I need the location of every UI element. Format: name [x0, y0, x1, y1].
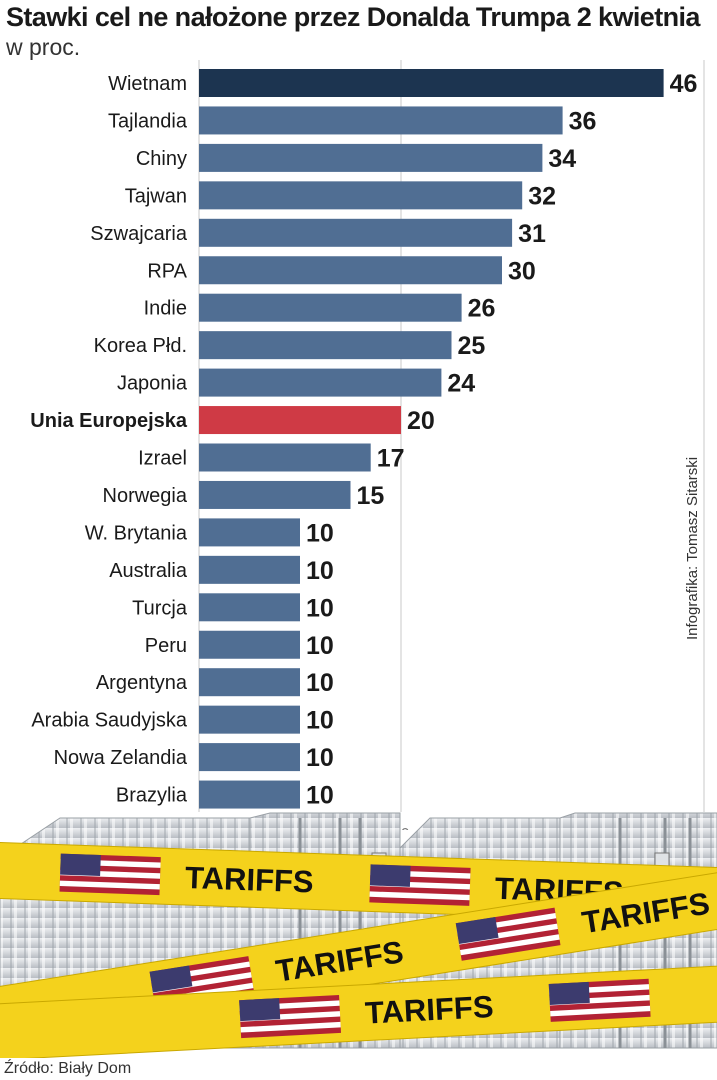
category-label: Brazylia	[116, 785, 188, 807]
value-label: 10	[306, 744, 334, 772]
bar	[199, 518, 300, 547]
bar-chart: 02050Wietnam46Tajlandia36Chiny34Tajwan32…	[30, 60, 705, 830]
bar	[199, 331, 452, 360]
bar	[199, 630, 300, 659]
category-label: Chiny	[136, 148, 187, 170]
chart-subtitle: w proc.	[6, 34, 81, 60]
x-tick-label: 20	[393, 825, 410, 830]
category-label: Nowa Zelandia	[54, 747, 188, 769]
category-label: Turcja	[132, 597, 188, 619]
category-label: Argentyna	[96, 672, 188, 694]
category-label: Szwajcaria	[90, 223, 188, 245]
tariffs-tape-text: TARIFFS	[184, 860, 314, 899]
value-label: 46	[670, 70, 698, 98]
bar	[199, 668, 300, 697]
category-label: Japonia	[117, 373, 188, 395]
chart-title: Stawki cel ne nałożone przez Donalda Tru…	[6, 2, 700, 32]
category-label: Australia	[109, 560, 188, 582]
value-label: 31	[518, 220, 546, 248]
bar	[199, 705, 300, 734]
bar	[199, 368, 442, 397]
category-label: Izrael	[138, 448, 187, 470]
value-label: 24	[447, 370, 475, 398]
category-label: Tajlandia	[108, 110, 188, 132]
value-label: 10	[306, 669, 334, 697]
bar	[199, 443, 371, 472]
category-label: Arabia Saudyjska	[31, 710, 188, 732]
bar	[199, 293, 462, 322]
bar	[199, 143, 543, 172]
value-label: 26	[468, 295, 496, 323]
value-label: 32	[528, 182, 556, 210]
us-flag-icon	[455, 907, 561, 961]
value-label: 30	[508, 257, 536, 285]
value-label: 34	[548, 145, 576, 173]
bar	[199, 743, 300, 772]
bar	[199, 406, 401, 435]
bar	[199, 106, 563, 135]
infographic-credit: Infografika: Tomasz Sitarski	[684, 456, 701, 640]
us-flag-icon	[369, 864, 471, 906]
category-label: Peru	[145, 635, 187, 657]
value-label: 15	[357, 482, 385, 510]
value-label: 36	[569, 107, 597, 135]
category-label: RPA	[147, 260, 187, 282]
value-label: 10	[306, 594, 334, 622]
us-flag-icon	[239, 994, 342, 1039]
bar	[199, 256, 502, 285]
value-label: 10	[306, 632, 334, 660]
bar	[199, 480, 351, 509]
value-label: 25	[458, 332, 486, 360]
us-flag-icon	[548, 978, 651, 1022]
bar	[199, 218, 513, 247]
value-label: 17	[377, 445, 405, 473]
bar	[199, 555, 300, 584]
value-label: 10	[306, 557, 334, 585]
us-flag-icon	[59, 853, 161, 896]
category-label: Wietnam	[108, 73, 187, 95]
value-label: 10	[306, 707, 334, 735]
value-label: 20	[407, 407, 435, 435]
value-label: 10	[306, 782, 334, 810]
caution-tape: TARIFFS	[0, 963, 717, 1058]
category-label: Unia Europejska	[30, 410, 188, 432]
bar	[199, 181, 523, 210]
bar	[199, 780, 300, 809]
category-label: Korea Płd.	[94, 335, 187, 357]
category-label: Indie	[144, 298, 187, 320]
bar	[199, 593, 300, 622]
tariffs-tape-text: TARIFFS	[364, 989, 494, 1031]
bar	[199, 69, 664, 97]
category-label: Norwegia	[103, 485, 188, 507]
category-label: W. Brytania	[85, 522, 188, 544]
source-note: Źródło: Biały Dom	[4, 1060, 132, 1077]
value-label: 10	[306, 519, 334, 547]
category-label: Tajwan	[125, 185, 187, 207]
